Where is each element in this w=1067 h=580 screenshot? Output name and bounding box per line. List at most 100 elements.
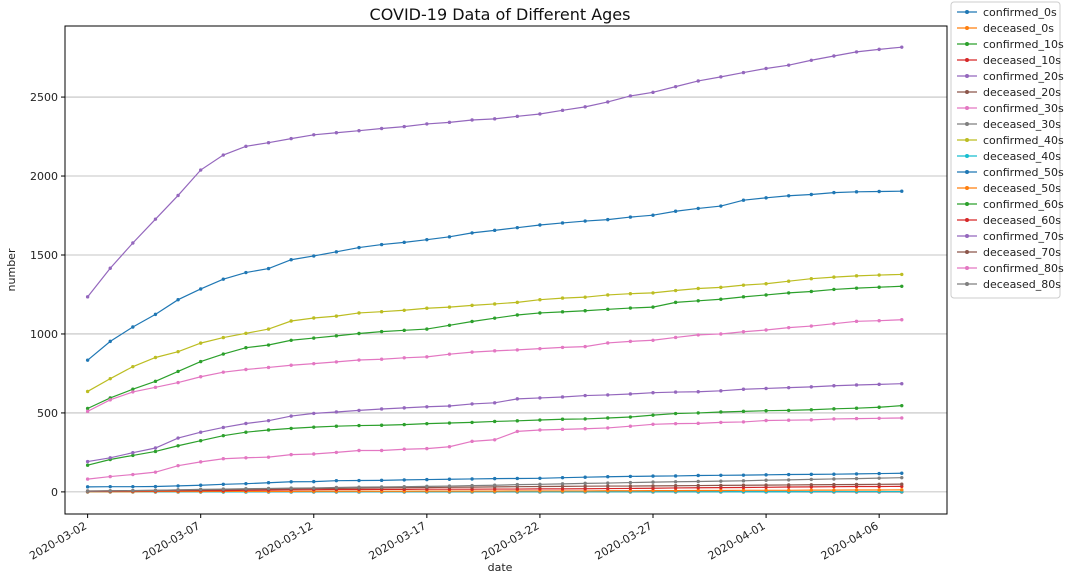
- data-point: [357, 129, 361, 133]
- data-point: [877, 482, 881, 487]
- data-point: [85, 459, 90, 464]
- data-point: [108, 474, 112, 479]
- data-point: [334, 410, 339, 414]
- series-confirmed_70s: [85, 382, 904, 464]
- data-point: [108, 456, 112, 460]
- data-point: [606, 293, 610, 297]
- data-point: [244, 481, 248, 486]
- data-point: [131, 325, 135, 329]
- legend-label: deceased_10s: [983, 54, 1061, 67]
- data-point: [719, 332, 723, 336]
- data-point: [786, 385, 791, 390]
- data-point: [628, 339, 633, 344]
- data-point: [379, 242, 384, 247]
- data-point: [447, 421, 452, 425]
- data-point: [877, 273, 881, 277]
- legend-label: confirmed_40s: [983, 134, 1064, 147]
- data-point: [606, 341, 610, 345]
- data-point: [673, 335, 678, 340]
- data-point: [131, 364, 135, 369]
- data-point: [719, 389, 723, 393]
- data-point: [470, 483, 474, 488]
- data-point: [153, 385, 158, 390]
- series-deceased_80s: [85, 475, 904, 493]
- data-point: [583, 219, 587, 223]
- data-point: [719, 297, 723, 301]
- data-point: [538, 297, 542, 302]
- data-point: [266, 455, 271, 459]
- chart-title: COVID-19 Data of Different Ages: [370, 5, 631, 24]
- data-point: [832, 54, 836, 58]
- data-point: [515, 114, 520, 119]
- series-confirmed_10s: [85, 403, 904, 467]
- data-point: [560, 395, 565, 399]
- legend-label: confirmed_20s: [983, 70, 1064, 83]
- data-point: [198, 460, 203, 464]
- data-point: [583, 393, 587, 398]
- legend-marker: [965, 202, 969, 206]
- data-point: [470, 118, 474, 122]
- data-point: [651, 484, 655, 488]
- data-point: [786, 279, 791, 283]
- y-tick-label: 2000: [30, 170, 58, 183]
- data-point: [266, 418, 271, 423]
- legend-marker: [965, 138, 969, 142]
- data-point: [492, 302, 497, 306]
- series-confirmed_80s: [85, 318, 904, 414]
- data-point: [176, 369, 180, 374]
- data-point: [379, 448, 384, 453]
- data-point: [741, 283, 746, 287]
- legend-marker: [965, 186, 969, 190]
- data-point: [289, 363, 293, 367]
- data-point: [108, 376, 112, 381]
- data-point: [470, 319, 474, 324]
- legend-label: confirmed_30s: [983, 102, 1064, 115]
- data-point: [854, 416, 859, 421]
- data-point: [85, 295, 90, 299]
- data-point: [357, 408, 361, 413]
- legend-item: confirmed_60s: [957, 198, 1064, 211]
- data-point: [741, 473, 746, 477]
- data-point: [832, 407, 836, 411]
- data-point: [221, 433, 226, 438]
- data-point: [719, 285, 723, 290]
- data-point: [741, 488, 746, 493]
- data-point: [809, 408, 814, 412]
- data-point: [628, 306, 633, 310]
- data-point: [560, 345, 565, 350]
- data-point: [900, 416, 904, 420]
- data-point: [85, 477, 90, 481]
- data-point: [538, 396, 542, 400]
- data-point: [515, 313, 520, 317]
- data-point: [515, 482, 520, 487]
- data-point: [854, 476, 859, 481]
- legend-label: confirmed_50s: [983, 166, 1064, 179]
- legend-label: deceased_80s: [983, 278, 1061, 291]
- data-point: [809, 192, 814, 197]
- data-point: [741, 330, 746, 334]
- data-point: [628, 424, 633, 428]
- data-point: [741, 409, 746, 414]
- data-point: [198, 375, 203, 379]
- data-point: [764, 488, 768, 493]
- data-point: [244, 346, 248, 350]
- data-point: [832, 275, 836, 279]
- data-point: [764, 328, 768, 332]
- data-point: [628, 486, 633, 491]
- data-point: [583, 427, 587, 431]
- data-point: [425, 484, 429, 489]
- data-point: [334, 478, 339, 483]
- data-point: [131, 387, 135, 391]
- data-point: [131, 488, 135, 493]
- data-point: [583, 344, 587, 349]
- data-point: [515, 419, 520, 423]
- data-point: [560, 484, 565, 489]
- data-point: [719, 204, 723, 208]
- data-point: [628, 392, 633, 396]
- data-point: [786, 325, 791, 330]
- data-point: [854, 383, 859, 387]
- data-point: [379, 423, 384, 427]
- data-point: [447, 323, 452, 327]
- data-point: [85, 406, 90, 411]
